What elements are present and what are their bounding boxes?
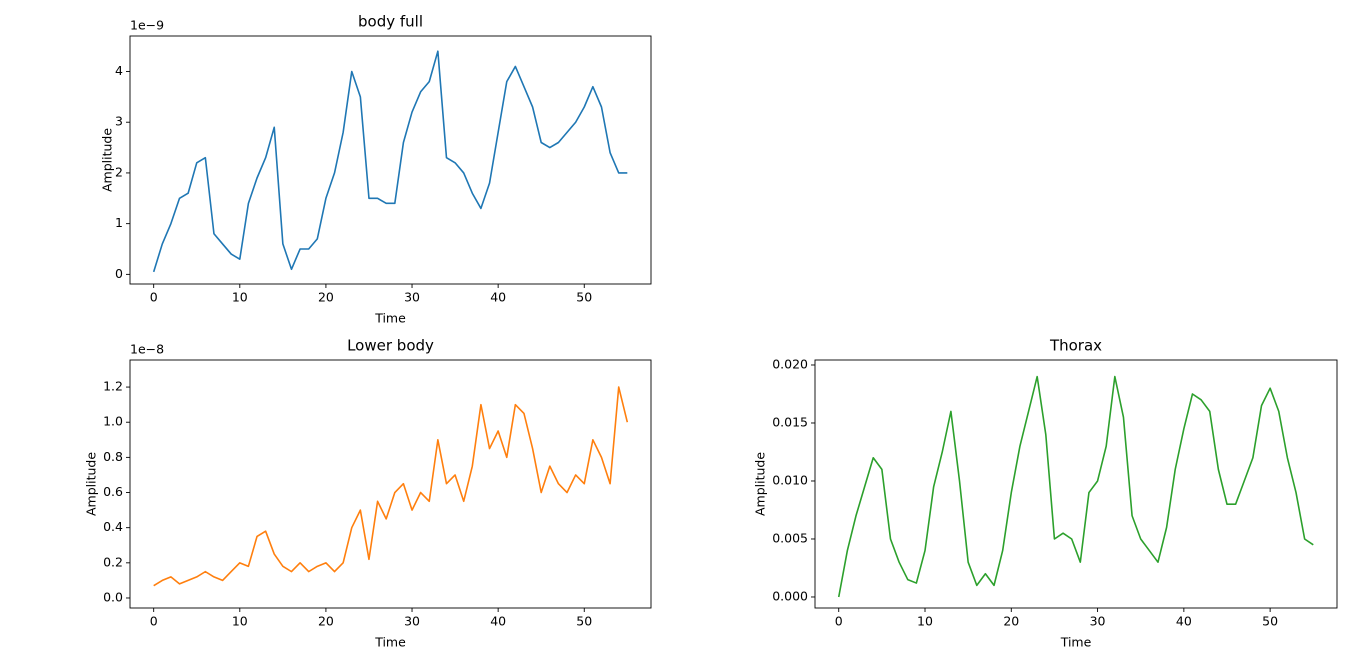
chart-title: Lower body: [347, 337, 434, 355]
y-tick-label: 0.015: [772, 414, 808, 429]
y-tick-label: 3: [115, 114, 123, 129]
x-tick-label: 40: [490, 290, 506, 305]
y-tick-label: 2: [115, 164, 123, 179]
y-tick-label: 0.000: [772, 588, 808, 603]
x-axis-label: Time: [1060, 635, 1092, 650]
y-tick-label: 1.2: [103, 379, 123, 394]
x-axis-label: Time: [374, 635, 406, 650]
x-tick-label: 20: [318, 614, 334, 629]
axes-frame: [814, 359, 1338, 609]
y-tick-label: 0.0: [103, 589, 123, 604]
y-tick-label: 0.2: [103, 554, 123, 569]
x-tick-label: 20: [318, 290, 334, 305]
axis-offset-label: 1e−8: [130, 342, 164, 357]
y-tick-label: 1.0: [103, 414, 123, 429]
data-line: [837, 375, 1314, 598]
axes-frame: [129, 359, 652, 609]
x-tick-label: 30: [404, 614, 420, 629]
x-tick-label: 40: [490, 614, 506, 629]
y-tick-label: 4: [115, 63, 123, 78]
y-tick-label: 0.005: [772, 530, 808, 545]
data-line: [152, 50, 628, 273]
x-tick-label: 20: [1003, 614, 1019, 629]
x-tick-label: 30: [1090, 614, 1106, 629]
x-tick-label: 10: [232, 290, 248, 305]
y-axis-label: Amplitude: [84, 452, 99, 516]
y-tick-label: 0.020: [772, 356, 808, 371]
y-tick-label: 0.6: [103, 484, 123, 499]
y-axis-label: Amplitude: [100, 128, 115, 192]
y-axis-label: Amplitude: [753, 452, 768, 516]
x-tick-label: 40: [1176, 614, 1192, 629]
data-line: [153, 386, 629, 587]
x-tick-label: 10: [232, 614, 248, 629]
y-tick-label: 1: [115, 215, 123, 230]
x-tick-label: 30: [404, 290, 420, 305]
y-tick-label: 0.010: [772, 472, 808, 487]
x-tick-label: 0: [150, 614, 158, 629]
x-axis-label: Time: [374, 311, 406, 326]
y-tick-label: 0.4: [103, 519, 123, 534]
y-tick-label: 0.8: [103, 449, 123, 464]
y-tick-label: 0: [115, 266, 123, 281]
axes-frame: [129, 35, 652, 285]
x-tick-label: 10: [917, 614, 933, 629]
x-tick-label: 50: [576, 290, 592, 305]
chart-title: Thorax: [1049, 337, 1102, 355]
x-tick-label: 0: [835, 614, 843, 629]
x-tick-label: 50: [1262, 614, 1278, 629]
chart-title: body full: [358, 13, 423, 31]
x-tick-label: 0: [150, 290, 158, 305]
x-tick-label: 50: [576, 614, 592, 629]
axis-offset-label: 1e−9: [130, 18, 164, 33]
